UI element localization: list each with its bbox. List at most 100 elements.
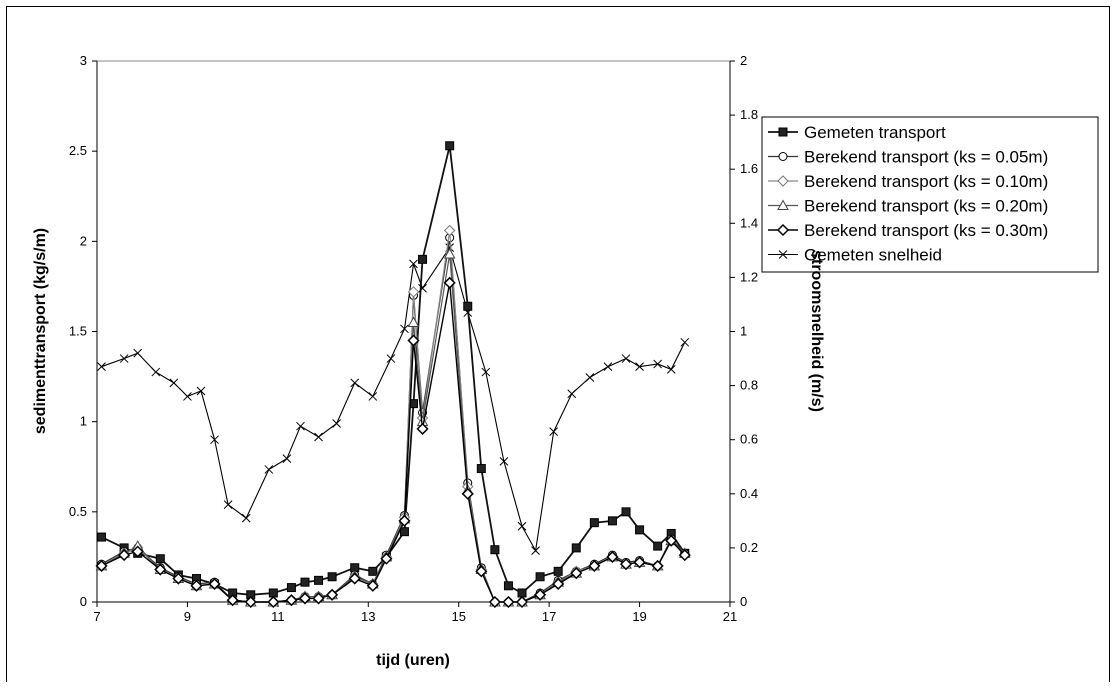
legend-label: Berekend transport (ks = 0.20m) [804, 197, 1048, 216]
data-point [332, 419, 341, 428]
x-tick-label: 11 [271, 609, 285, 624]
data-point [653, 359, 663, 369]
data-point [534, 588, 547, 601]
marker-stroke [183, 392, 192, 401]
data-point [196, 386, 206, 396]
marker-stroke [549, 427, 559, 436]
data-point [503, 581, 513, 591]
marker-stroke [119, 354, 129, 363]
legend-label: Berekend transport (ks = 0.10m) [804, 172, 1048, 191]
data-point [97, 532, 107, 542]
data-point [463, 301, 473, 311]
y2-tick-label: 1.8 [740, 107, 758, 122]
data-point [368, 566, 378, 576]
marker-stroke [282, 454, 292, 463]
data-point [607, 516, 617, 526]
data-point [118, 549, 131, 562]
y-tick-label: 1 [80, 414, 87, 429]
data-point [418, 254, 428, 264]
data-point [268, 588, 278, 598]
figure-frame [6, 6, 1110, 682]
x-tick-label: 17 [542, 609, 556, 624]
legend: Gemeten transport Berekend transport (ks … [761, 116, 1099, 273]
data-point [475, 565, 488, 578]
legend-marker [778, 250, 788, 259]
data-point [589, 518, 599, 528]
series-5 [97, 243, 690, 555]
marker-stroke [481, 367, 491, 377]
y2-tick-label: 0.4 [740, 486, 758, 501]
y2-tick-label: 0.8 [740, 378, 758, 393]
data-point [285, 594, 298, 607]
data-point [653, 541, 663, 551]
data-point [665, 534, 678, 547]
data-point [380, 552, 393, 565]
data-point [651, 559, 664, 572]
legend-label: Gemeten transport [804, 123, 946, 142]
marker-stroke [400, 324, 409, 334]
data-point [172, 572, 185, 585]
data-point [210, 435, 219, 445]
data-point [366, 579, 379, 592]
data-point [549, 427, 559, 436]
x-tick-label: 21 [723, 609, 737, 624]
data-point [399, 527, 409, 537]
y2-tick-label: 0.2 [740, 540, 758, 555]
data-point [635, 525, 645, 535]
data-point [407, 286, 420, 298]
data-point [314, 575, 324, 585]
data-point [95, 559, 108, 572]
data-point [619, 558, 633, 571]
data-point [552, 577, 565, 591]
marker-stroke [409, 259, 418, 269]
data-point [678, 549, 691, 562]
y2-tick-label: 1.6 [740, 161, 758, 176]
data-point [606, 550, 619, 563]
data-point [481, 367, 491, 377]
marker-stroke [350, 378, 360, 388]
x-axis-title: tijd (uren) [376, 652, 450, 669]
data-point [571, 543, 581, 553]
data-point [553, 566, 563, 576]
marker-stroke [264, 465, 274, 474]
marker-stroke [567, 389, 577, 399]
series-4 [95, 276, 691, 609]
data-point [443, 276, 456, 289]
legend-label: Gemeten snelheid [804, 246, 942, 265]
data-point [567, 389, 577, 399]
data-point [314, 432, 323, 442]
x-tick-label: 9 [184, 609, 191, 624]
series-line [101, 246, 686, 553]
data-point [570, 567, 583, 580]
data-point [680, 337, 690, 347]
y2-tick-label: 0 [740, 594, 747, 609]
data-point [300, 577, 310, 587]
marker-stroke [499, 456, 509, 466]
data-point [133, 348, 143, 358]
data-point [386, 354, 396, 363]
marker-stroke [517, 521, 527, 531]
data-point [264, 465, 274, 474]
marker-stroke [332, 419, 341, 428]
data-point [531, 546, 540, 555]
legend-label: Berekend transport (ks = 0.30m) [804, 221, 1048, 240]
marker-stroke [585, 373, 595, 382]
marker-stroke [531, 546, 540, 555]
data-point [621, 354, 631, 363]
data-point [461, 487, 474, 500]
marker-stroke [210, 435, 219, 445]
marker-stroke [368, 392, 378, 401]
x-tick-label: 15 [451, 609, 465, 624]
data-point [499, 456, 509, 466]
data-point [588, 559, 601, 572]
legend-marker [777, 199, 789, 210]
data-point [348, 572, 361, 585]
data-point [190, 579, 203, 592]
marker-stroke [603, 362, 613, 372]
data-point [476, 464, 486, 474]
y-tick-label: 2.5 [69, 143, 87, 158]
y-tick-label: 2 [80, 233, 87, 248]
legend-marker [778, 127, 788, 137]
marker-stroke [386, 354, 396, 363]
